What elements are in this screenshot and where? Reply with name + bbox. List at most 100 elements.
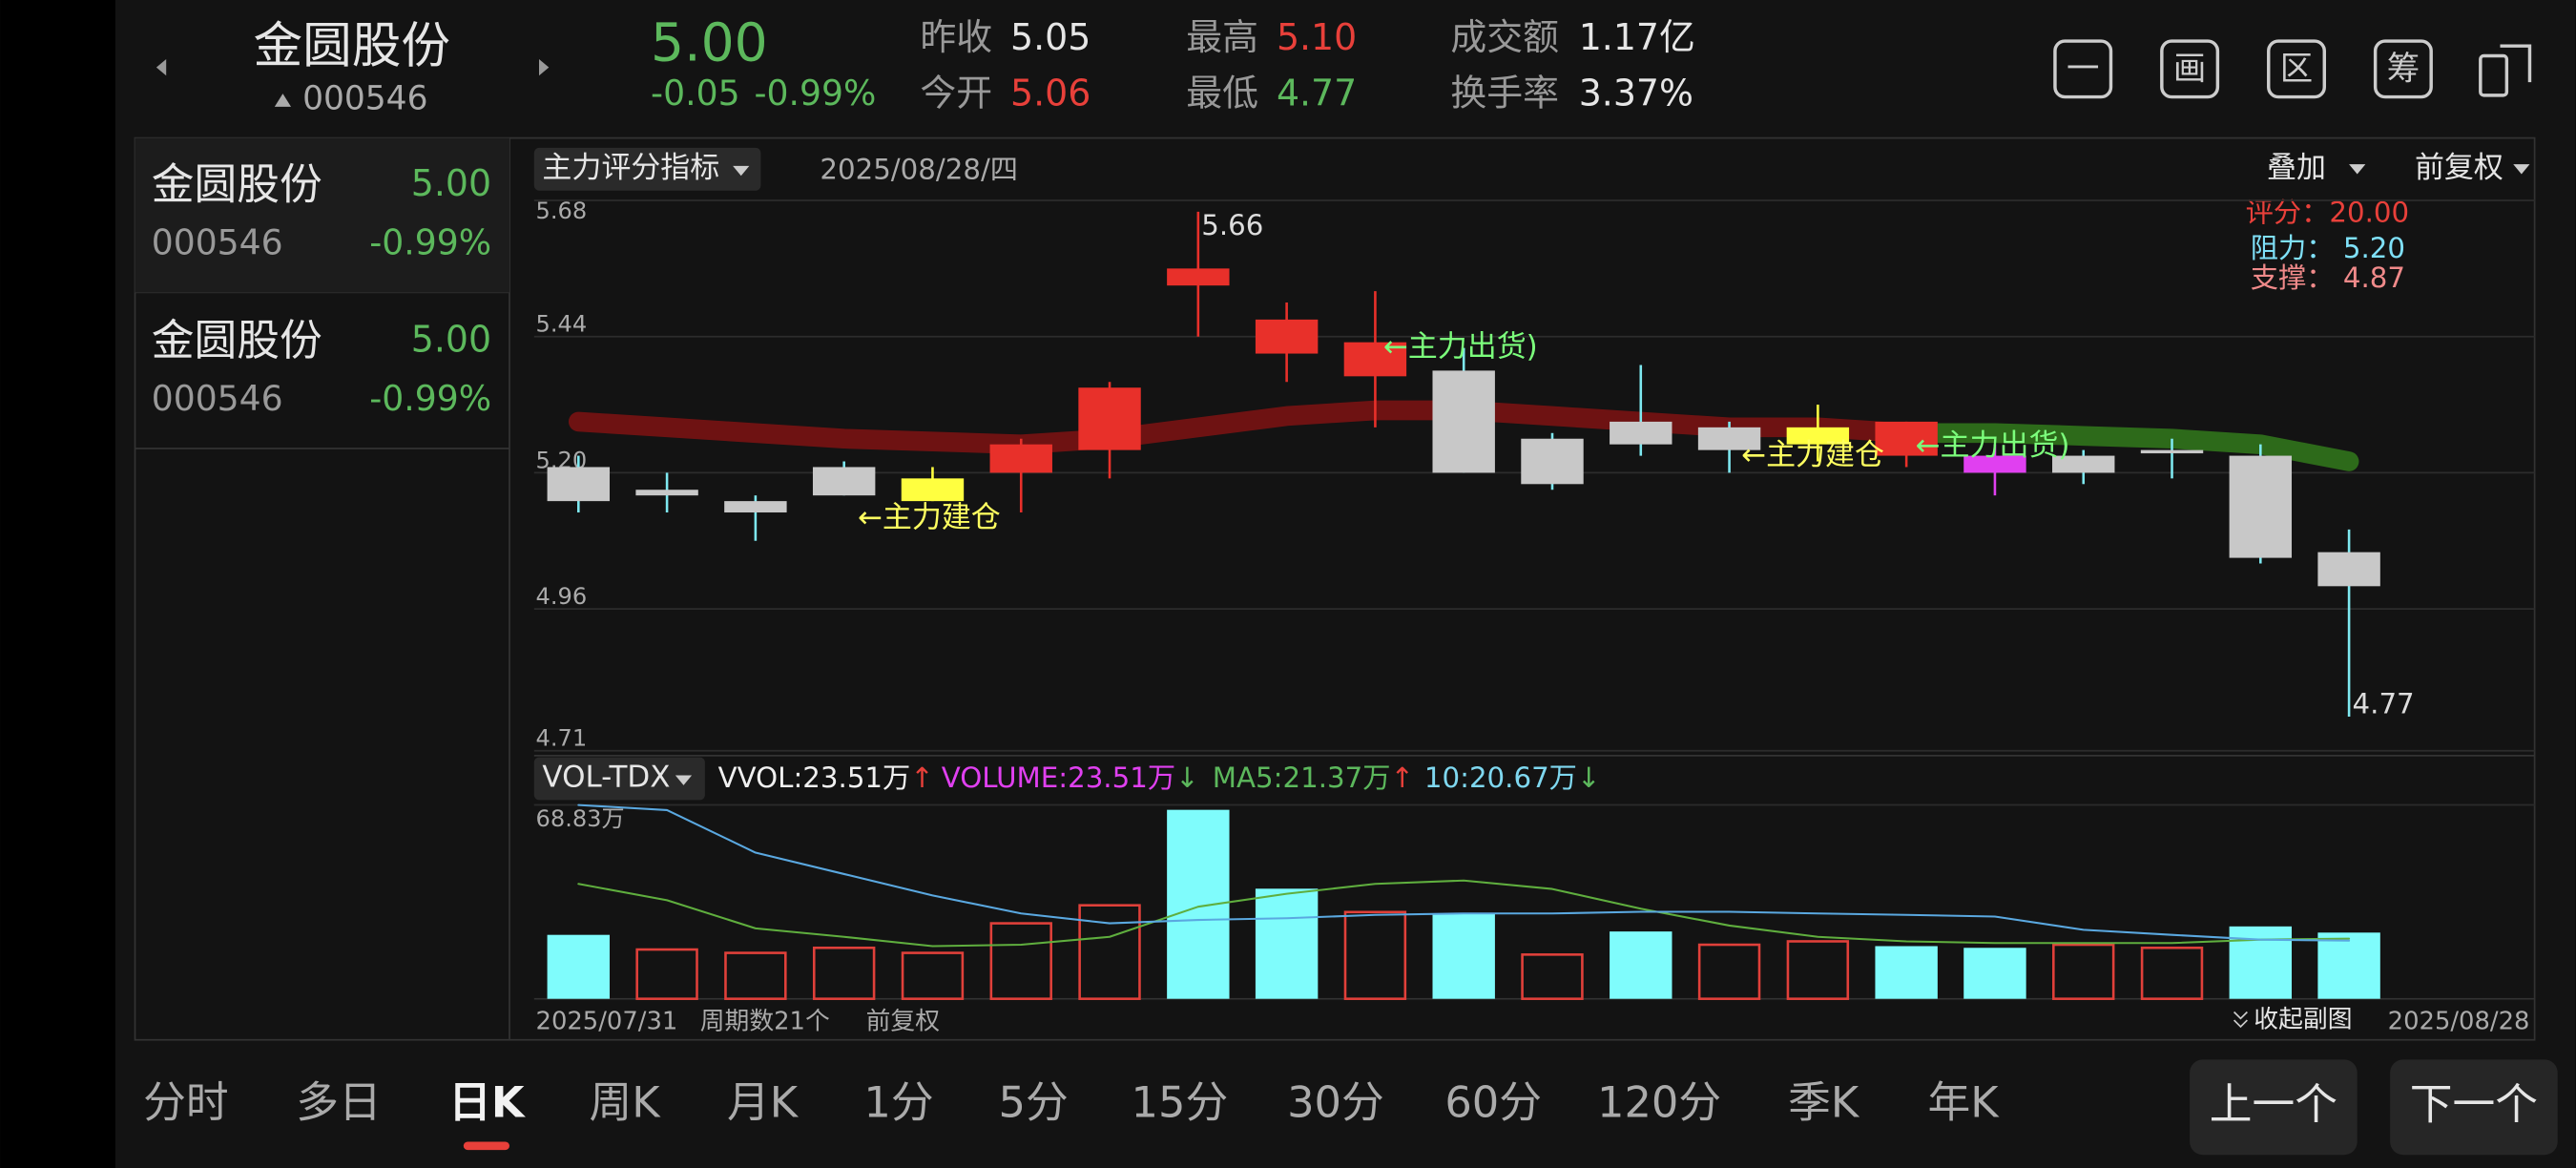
candle-body xyxy=(724,501,787,513)
item-price: 5.00 xyxy=(411,162,491,204)
candle-body xyxy=(2140,449,2204,454)
icon-part xyxy=(2479,53,2509,97)
legend-arrow: ↓ xyxy=(1175,761,1199,794)
vol-select[interactable] xyxy=(533,757,705,801)
stat-label: 今开 xyxy=(920,72,992,114)
volume-bar xyxy=(1697,943,1761,1000)
tool-button[interactable] xyxy=(2160,39,2220,99)
volume-bar xyxy=(1432,913,1495,999)
stat-label: 昨收 xyxy=(920,16,992,58)
candle-body xyxy=(989,444,1052,473)
ma-band xyxy=(1896,423,2359,471)
tab[interactable]: 日K xyxy=(448,1077,527,1128)
start-date: 2025/07/31 xyxy=(536,1007,678,1035)
tool-button[interactable] xyxy=(2053,39,2113,99)
period-count: 周期数21个 xyxy=(700,1007,830,1035)
tab[interactable]: 60分 xyxy=(1444,1077,1542,1128)
indicator-select[interactable] xyxy=(533,147,761,191)
legend-text: VOLUME:23.51万 xyxy=(942,761,1175,794)
overlay[interactable]: 叠加 xyxy=(2267,151,2326,185)
legend-arrow: ↑ xyxy=(1391,761,1415,794)
vol-title: VOL-TDX xyxy=(542,761,670,795)
candle-body xyxy=(1521,438,1584,485)
footer-adjust: 前复权 xyxy=(866,1007,940,1035)
price: 5.00 xyxy=(651,11,768,73)
support: 支撑： 4.87 xyxy=(2251,261,2405,294)
collapse[interactable]: 收起副图 xyxy=(2254,1006,2352,1034)
volume-bar xyxy=(989,922,1052,1000)
tool-label: 画 xyxy=(2173,51,2206,89)
candle-body xyxy=(901,478,965,502)
y-tick-label: 4.96 xyxy=(536,583,588,610)
candle-body xyxy=(1610,421,1672,445)
stat-value: 1.17亿 xyxy=(1579,16,1695,58)
legend-entry: MA5:21.37万↑ xyxy=(1213,761,1414,794)
high-label: 5.66 xyxy=(1201,209,1263,241)
item-change: -0.99% xyxy=(369,222,491,263)
dropdown xyxy=(2349,164,2366,175)
tab[interactable]: 1分 xyxy=(863,1077,933,1128)
legend-arrow: ↓ xyxy=(1577,761,1601,794)
volume-bar xyxy=(812,946,876,1000)
candle-body xyxy=(1697,427,1761,450)
legend-text: VVOL:23.51万 xyxy=(718,761,911,794)
tool-label: 一 xyxy=(2067,51,2099,89)
nav-button[interactable] xyxy=(2390,1059,2558,1156)
legend-text: 10:20.67万 xyxy=(1424,761,1577,794)
main-frame xyxy=(134,136,2536,1041)
stat-label: 成交额 xyxy=(1450,16,1559,58)
dropdown xyxy=(2513,164,2530,175)
tool-label: 区 xyxy=(2280,51,2313,89)
stat-value: 4.77 xyxy=(1277,72,1357,114)
y-tick-label: 5.68 xyxy=(536,198,588,224)
tab[interactable]: 分时 xyxy=(143,1077,229,1128)
item-code: 000546 xyxy=(152,378,283,419)
item-name[interactable]: 金圆股份 xyxy=(152,315,322,365)
stat-label: 换手率 xyxy=(1450,72,1559,114)
candle-body xyxy=(1786,427,1850,445)
volume-bar xyxy=(1786,940,1850,1000)
tab[interactable]: 周K xyxy=(589,1077,661,1128)
stat-label: 最高 xyxy=(1186,16,1258,58)
nav-button-label: 上一个 xyxy=(2210,1078,2337,1129)
tab[interactable]: 季K xyxy=(1788,1077,1860,1128)
volume-bar xyxy=(1521,953,1584,1000)
ma-band xyxy=(568,400,1917,455)
tool-button[interactable] xyxy=(2373,39,2433,99)
y-tick-label: 5.44 xyxy=(536,311,588,338)
tab[interactable]: 年K xyxy=(1927,1077,2000,1128)
candle-body xyxy=(1875,421,1938,456)
rotate-icon[interactable] xyxy=(2479,44,2532,97)
selected-item[interactable] xyxy=(135,137,510,293)
tab[interactable]: 30分 xyxy=(1287,1077,1384,1128)
resistance: 阻力： 5.20 xyxy=(2251,232,2405,264)
tab[interactable]: 15分 xyxy=(1132,1077,1229,1128)
collapse-icon xyxy=(2233,1011,2248,1029)
left-strip xyxy=(0,0,115,1168)
stat-label: 最低 xyxy=(1186,72,1258,114)
item-name[interactable]: 金圆股份 xyxy=(152,158,322,209)
score: 评分：20.00 xyxy=(2246,196,2410,228)
annotation: ←主力建仓 xyxy=(858,501,1001,535)
annotation: ←主力出货) xyxy=(1916,428,2070,463)
volume-bar xyxy=(2317,932,2380,999)
adjust[interactable]: 前复权 xyxy=(2415,151,2503,185)
nav-button-label: 下一个 xyxy=(2410,1078,2538,1129)
candle-body xyxy=(1343,342,1407,377)
tab[interactable]: 120分 xyxy=(1597,1077,1721,1128)
tab[interactable]: 多日 xyxy=(296,1077,382,1128)
icon-part xyxy=(2500,44,2532,83)
next-arrow[interactable] xyxy=(538,58,550,76)
candle-body xyxy=(547,467,611,502)
prev-arrow[interactable] xyxy=(156,58,167,76)
tab[interactable]: 月K xyxy=(727,1077,800,1128)
item-change: -0.99% xyxy=(369,378,491,419)
candle-body xyxy=(1255,319,1319,354)
indicator-name: 主力评分指标 xyxy=(542,151,719,185)
tab[interactable]: 5分 xyxy=(999,1077,1069,1128)
tool-button[interactable] xyxy=(2267,39,2327,99)
nav-button[interactable] xyxy=(2190,1059,2358,1156)
up-triangle xyxy=(274,94,292,107)
change: -0.05 xyxy=(651,73,740,114)
